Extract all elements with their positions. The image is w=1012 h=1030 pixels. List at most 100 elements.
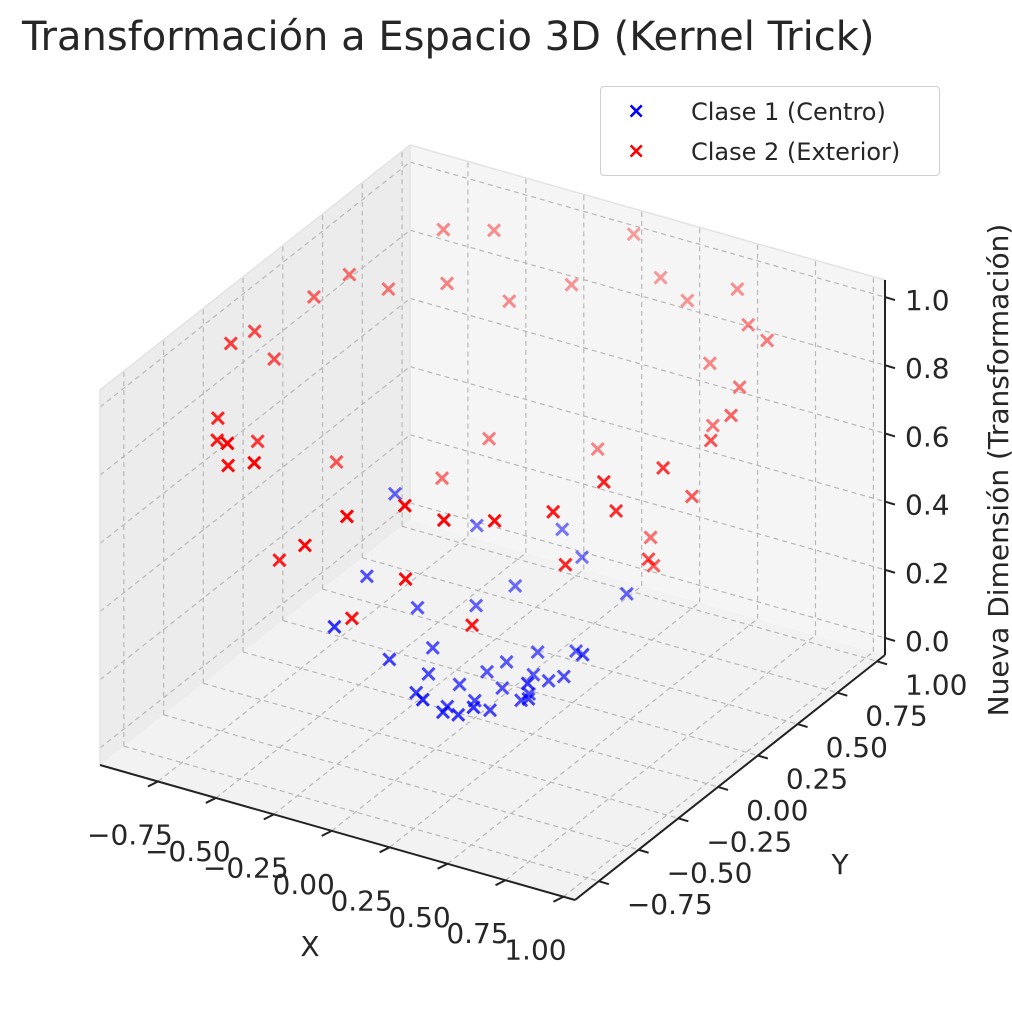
marker-stroke bbox=[702, 356, 717, 371]
marker-stroke bbox=[495, 680, 510, 696]
data-point-clase-2 bbox=[723, 408, 739, 423]
marker-stroke bbox=[521, 691, 536, 707]
data-point-clase-1 bbox=[425, 640, 440, 655]
data-point-clase-1 bbox=[382, 652, 397, 667]
data-point-clase-1 bbox=[541, 673, 556, 688]
y-tick-label: −0.50 bbox=[667, 857, 753, 890]
grid-line-floor-x bbox=[273, 568, 585, 815]
marker-stroke bbox=[530, 644, 545, 660]
legend-label-clase-1: Clase 1 (Centro) bbox=[691, 98, 886, 126]
marker-stroke bbox=[469, 518, 484, 533]
data-point-clase-2 bbox=[272, 553, 287, 568]
data-point-clase-2 bbox=[705, 418, 720, 433]
marker-stroke bbox=[397, 498, 412, 513]
y-tick bbox=[797, 723, 808, 729]
marker-stroke bbox=[564, 277, 579, 292]
marker-stroke bbox=[439, 276, 455, 291]
y-tick-label: 0.75 bbox=[865, 700, 927, 733]
grid-line-back-z bbox=[409, 297, 886, 434]
data-point-clase-2 bbox=[381, 281, 396, 297]
data-point-clase-2 bbox=[398, 572, 413, 587]
x-tick-label: −0.75 bbox=[87, 818, 173, 851]
grid-line-floor-y bbox=[362, 557, 838, 694]
marker-stroke bbox=[466, 700, 481, 715]
z-tick bbox=[884, 432, 896, 438]
marker-stroke bbox=[596, 474, 611, 489]
z-tick-label: 0.8 bbox=[905, 352, 950, 385]
data-point-clase-2 bbox=[436, 222, 451, 237]
marker-stroke bbox=[575, 647, 590, 662]
data-point-clase-2 bbox=[680, 293, 695, 308]
data-point-clase-1 bbox=[619, 586, 634, 601]
data-point-clase-1 bbox=[327, 619, 342, 634]
data-point-clase-2 bbox=[465, 618, 480, 633]
data-point-clase-2 bbox=[596, 474, 611, 489]
marker-stroke bbox=[520, 676, 535, 691]
data-point-clase-2 bbox=[306, 289, 322, 305]
y-axis-line bbox=[574, 654, 886, 901]
data-point-clase-2 bbox=[329, 454, 344, 469]
marker-stroke bbox=[272, 553, 287, 568]
marker-stroke bbox=[705, 418, 720, 433]
marker-stroke bbox=[732, 380, 747, 395]
data-point-clase-1 bbox=[495, 680, 510, 696]
y-tick bbox=[876, 660, 888, 666]
grid-line-floor-y bbox=[203, 682, 679, 819]
marker-stroke bbox=[575, 550, 590, 565]
data-point-clase-2 bbox=[558, 557, 573, 572]
data-point-clase-1 bbox=[466, 700, 481, 715]
z-tick-label: 0.2 bbox=[905, 557, 950, 590]
marker-stroke bbox=[558, 557, 573, 572]
grid-line-floor-x bbox=[215, 552, 527, 799]
marker-stroke bbox=[702, 356, 717, 371]
data-point-clase-1 bbox=[526, 667, 541, 682]
x-tick-label: 0.50 bbox=[388, 901, 450, 934]
marker-stroke bbox=[486, 223, 502, 238]
data-point-clase-1 bbox=[415, 692, 430, 707]
marker-stroke bbox=[469, 598, 484, 613]
x-axis-label: X bbox=[300, 930, 319, 963]
marker-stroke bbox=[656, 460, 671, 476]
y-tick-label: 0.00 bbox=[746, 794, 808, 827]
data-point-clase-2 bbox=[760, 333, 775, 348]
y-tick bbox=[678, 817, 689, 823]
data-point-clase-2 bbox=[653, 270, 668, 285]
data-point-clase-1 bbox=[520, 676, 535, 691]
y-tick bbox=[717, 785, 729, 791]
marker-stroke bbox=[344, 611, 359, 626]
marker-stroke bbox=[653, 270, 668, 285]
data-point-clase-2 bbox=[247, 455, 262, 470]
grid-line-back-z bbox=[409, 434, 886, 571]
marker-stroke bbox=[415, 692, 430, 707]
marker-stroke bbox=[410, 600, 425, 615]
marker-stroke bbox=[684, 489, 700, 504]
data-point-clase-2 bbox=[730, 282, 745, 297]
data-point-clase-2 bbox=[641, 552, 656, 567]
x-tick-label: 0.00 bbox=[273, 868, 335, 901]
y-tick bbox=[598, 880, 610, 886]
grid-line-floor-y bbox=[163, 714, 639, 851]
y-tick-label: 0.25 bbox=[786, 763, 848, 796]
chart-title: Transformación a Espacio 3D (Kernel Tric… bbox=[22, 14, 875, 60]
data-point-clase-1 bbox=[575, 550, 590, 565]
grid-line-floor-y bbox=[282, 619, 758, 757]
data-point-clase-1 bbox=[359, 569, 374, 584]
axes-group bbox=[99, 280, 896, 903]
z-tick bbox=[884, 568, 896, 574]
data-point-clase-1 bbox=[421, 666, 436, 681]
data-point-clase-2 bbox=[342, 267, 357, 282]
grid-line-left-z bbox=[99, 434, 411, 681]
marker-stroke bbox=[267, 351, 282, 367]
data-point-clase-2 bbox=[250, 434, 265, 449]
pane-edge bbox=[99, 144, 411, 391]
data-point-clase-2 bbox=[703, 433, 718, 448]
grid-line-back-z bbox=[409, 366, 886, 503]
marker-stroke bbox=[730, 282, 745, 297]
marker-stroke bbox=[339, 509, 354, 524]
marker-stroke bbox=[643, 530, 658, 545]
marker-stroke bbox=[451, 707, 466, 722]
marker-stroke bbox=[680, 293, 695, 308]
marker-stroke bbox=[590, 441, 605, 457]
data-point-clase-1 bbox=[469, 598, 484, 613]
data-point-clase-2 bbox=[626, 227, 641, 242]
